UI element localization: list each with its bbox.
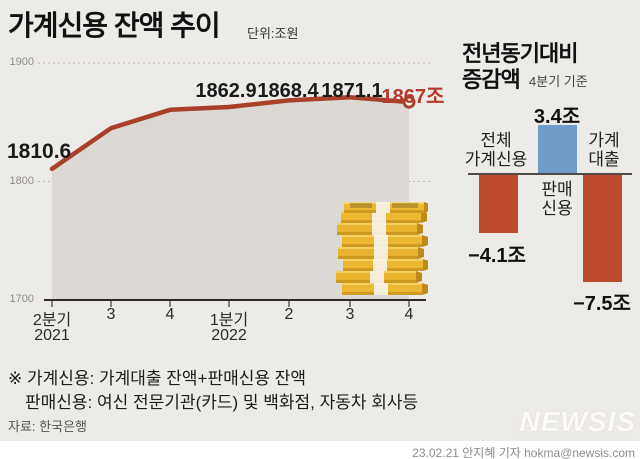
money-stack-illustration: [332, 201, 430, 303]
bar-value-sales-credit: 3.4조: [533, 106, 581, 128]
y-axis-tick-1800: 1800: [9, 175, 34, 187]
x-tick-2022q3: 3: [345, 306, 355, 323]
x-year-2021: 2021: [34, 327, 70, 344]
point-label-2022q1: 1862.9: [195, 80, 257, 102]
point-label-2022q2: 1868.4: [257, 80, 319, 102]
credit-strip: [0, 441, 640, 459]
bar-total-household-credit: [479, 175, 518, 233]
x-tick-2022q2: 2: [284, 306, 294, 323]
unit-label: 단위:조원: [247, 26, 299, 41]
gold-money-stack-icon: [336, 202, 430, 295]
x-tick-2021q4: 4: [165, 306, 175, 323]
footnote-sales-credit-definition: 판매신용: 여신 전문기관(카드) 및 백화점, 자동차 회사등: [25, 393, 419, 412]
household-credit-line-chart: [38, 62, 432, 307]
credit-line: 23.02.21 안지혜 기자 hokma@newsis.com: [412, 446, 635, 459]
bar-value-total-household-credit: −4.1조: [468, 245, 526, 267]
latest-point-marker: [402, 95, 416, 109]
newsis-watermark-logo: NEWSIS: [519, 406, 636, 437]
x-year-2022: 2022: [211, 327, 247, 344]
side-panel-title-line1: 전년동기대비: [462, 41, 578, 66]
footnote-household-credit-definition: ※ 가계신용: 가계대출 잔액+판매신용 잔액: [8, 369, 307, 388]
side-panel-title-line2: 증감액: [462, 67, 521, 92]
x-tick-2022q1: 1분기: [209, 312, 249, 329]
point-label-2022q4-latest: 1867조: [381, 86, 445, 108]
bar-chart-baseline: [468, 173, 632, 175]
x-tick-2022q4: 4: [404, 306, 414, 323]
source-label: 자료: 한국은행: [8, 419, 87, 434]
bar-category-sales-credit: 판매 신용: [541, 180, 573, 218]
x-tick-2021q3: 3: [106, 306, 116, 323]
bar-sales-credit: [538, 125, 577, 173]
trend-line: [49, 94, 412, 172]
y-axis-tick-1900: 1900: [9, 56, 34, 68]
bar-category-total-household-credit: 전체 가계신용: [464, 131, 528, 169]
y-axis-tick-1700: 1700: [9, 293, 34, 305]
bar-household-loans: [583, 175, 622, 282]
page-title: 가계신용 잔액 추이: [8, 10, 221, 41]
bar-category-household-loans: 가계 대출: [588, 131, 620, 169]
side-panel-subtitle: 4분기 기준: [529, 74, 588, 89]
x-tick-2021q2: 2분기: [32, 312, 72, 329]
bar-value-household-loans: −7.5조: [573, 293, 631, 315]
point-label-2021q2: 1810.6: [7, 140, 72, 163]
area-fill: [52, 97, 409, 300]
point-label-2022q3: 1871.1: [321, 80, 383, 102]
